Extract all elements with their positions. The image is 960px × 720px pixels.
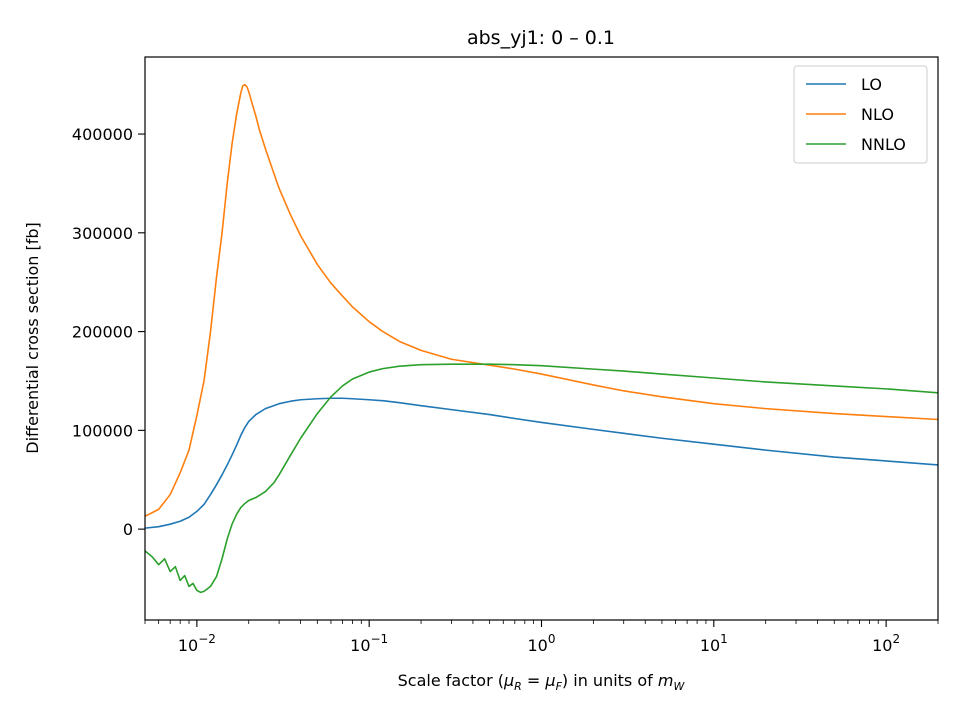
y-tick-label: 200000 [72, 323, 133, 342]
series-line-nnlo [145, 363, 938, 594]
x-tick-label: 102 [872, 632, 900, 655]
legend-label-nnlo: NNLO [861, 135, 906, 154]
legend-label-nlo: NLO [861, 105, 894, 124]
series-layer [145, 83, 938, 594]
legend-box [793, 65, 928, 164]
chart-title: abs_yj1: 0 – 0.1 [467, 27, 615, 49]
y-tick-label: 400000 [72, 125, 133, 144]
y-tick-label: 300000 [72, 224, 133, 243]
series-line-nlo [145, 83, 938, 518]
legend-label-lo: LO [861, 75, 882, 94]
y-tick-label: 100000 [72, 421, 133, 440]
legend: LO NLO NNLO [793, 65, 928, 164]
x-tick-label: 101 [700, 632, 728, 655]
x-axis-title: Scale factor (μR = μF) in units of mW [398, 671, 686, 693]
x-tick-label: 100 [528, 632, 556, 655]
series-line-lo [145, 397, 938, 529]
y-axis: 0 100000 200000 300000 400000 [72, 125, 145, 539]
x-tick-label: 10−2 [178, 632, 216, 655]
y-tick-label: 0 [123, 520, 133, 539]
x-axis: 10−2 10−1 100 101 102 [144, 620, 939, 655]
y-axis-title: Differential cross section [fb] [23, 222, 42, 453]
x-tick-label: 10−1 [350, 632, 388, 655]
